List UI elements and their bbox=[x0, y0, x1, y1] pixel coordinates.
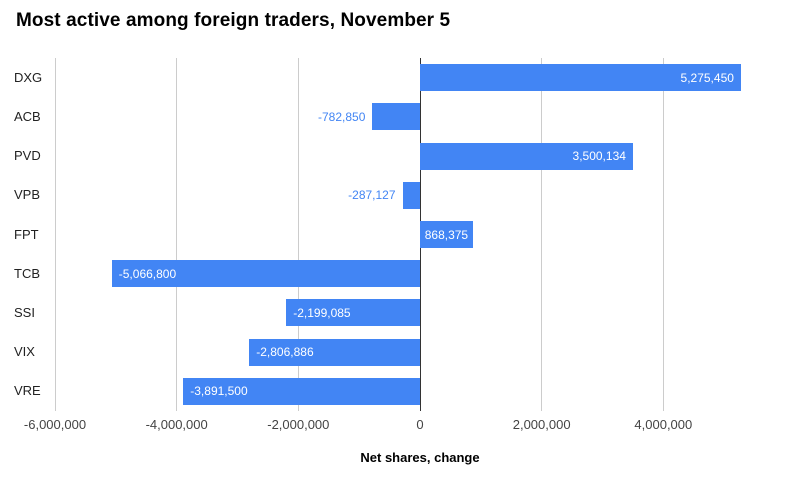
bar-value-label-ssi: -2,199,085 bbox=[293, 305, 351, 320]
gridline bbox=[176, 58, 178, 411]
bar-value-label-fpt: 868,375 bbox=[424, 227, 469, 242]
chart-title: Most active among foreign traders, Novem… bbox=[16, 10, 451, 31]
x-tick-label: -4,000,000 bbox=[145, 417, 208, 432]
bar-pvd bbox=[420, 142, 633, 170]
category-label-vpb: VPB bbox=[14, 187, 41, 203]
bar-vpb bbox=[402, 181, 420, 209]
bar-value-label-vix: -2,806,886 bbox=[256, 345, 314, 360]
x-axis-ticks: -6,000,000 -4,000,000 -2,000,000 0 2,000,000… bbox=[24, 417, 785, 435]
bar-ssi bbox=[286, 299, 420, 327]
category-label-pvd: PVD bbox=[14, 148, 41, 164]
plot-area: 5,275,450 -782,850 3,500,134 -287,127 868,37… bbox=[54, 58, 785, 411]
category-label-fpt: FPT bbox=[14, 226, 39, 242]
bar-value-label-dxg: 5,275,450 bbox=[680, 70, 734, 85]
gridline bbox=[541, 58, 543, 411]
category-label-vix: VIX bbox=[14, 344, 35, 360]
bar-vre bbox=[183, 377, 420, 405]
bar-value-label-acb: -782,850 bbox=[318, 109, 366, 124]
bar-acb bbox=[372, 103, 420, 131]
bar-tcb bbox=[111, 260, 420, 288]
x-axis-title: Net shares, change bbox=[360, 450, 480, 465]
x-tick-label: -6,000,000 bbox=[23, 417, 87, 432]
bar-vix bbox=[249, 338, 420, 366]
bar-value-label-vre: -3,891,500 bbox=[190, 384, 248, 399]
category-label-tcb: TCB bbox=[14, 265, 40, 281]
bar-value-label-pvd: 3,500,134 bbox=[572, 149, 626, 164]
gridline bbox=[297, 58, 299, 411]
x-tick-label: 0 bbox=[416, 417, 424, 432]
category-label-dxg: DXG bbox=[14, 69, 43, 85]
category-label-acb: ACB bbox=[14, 108, 41, 124]
gridline bbox=[662, 58, 664, 411]
category-label-ssi: SSI bbox=[14, 304, 35, 320]
x-tick-label: 4,000,000 bbox=[634, 417, 693, 432]
category-label-vre: VRE bbox=[14, 383, 41, 399]
bar-value-label-vpb: -287,127 bbox=[348, 188, 396, 203]
bar-value-label-tcb: -5,066,800 bbox=[118, 266, 177, 281]
bar-fpt bbox=[420, 221, 473, 248]
gridline bbox=[54, 58, 56, 411]
x-tick-label: -2,000,000 bbox=[267, 417, 330, 432]
bar-dxg bbox=[420, 64, 741, 92]
x-tick-label: 2,000,000 bbox=[512, 417, 571, 432]
